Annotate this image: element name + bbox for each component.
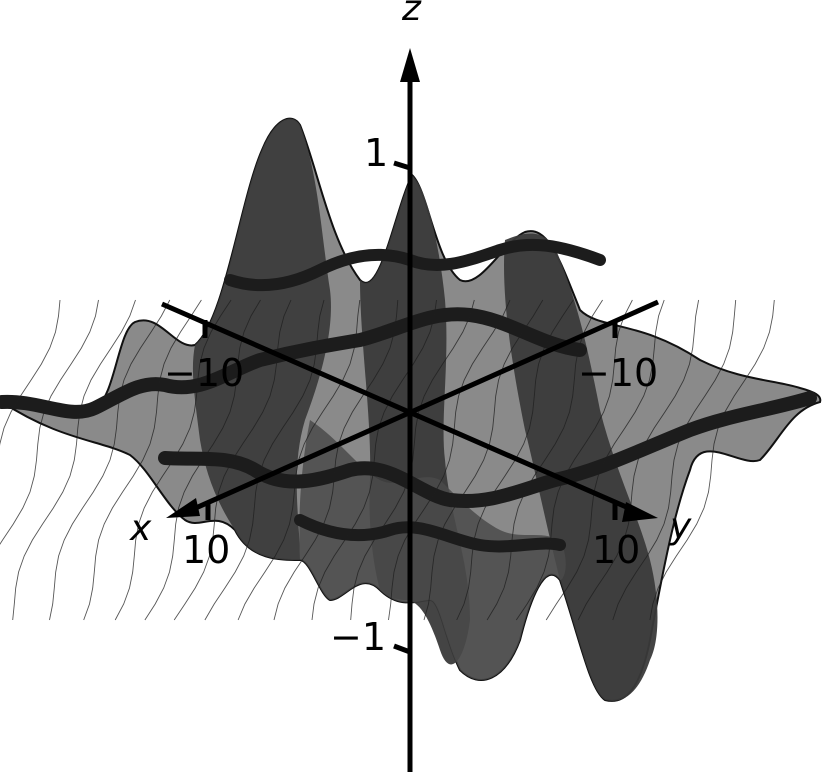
- mesh-line: [515, 299, 633, 621]
- x-axis-line: [178, 299, 660, 518]
- surface-ridge-band-4: [294, 514, 566, 553]
- z-axis-tick-1: [393, 160, 411, 171]
- mesh-line: [423, 299, 544, 621]
- back-y-tick-label: −10: [578, 351, 658, 395]
- axes: [160, 48, 660, 772]
- surface-fold-lower: [299, 420, 566, 680]
- mesh-line: [0, 299, 99, 545]
- x-axis-label: x: [129, 508, 152, 549]
- mesh-line: [649, 299, 775, 621]
- z-axis-tick-label-neg1: −1: [330, 615, 386, 659]
- z-axis-tick-label-1: 1: [364, 131, 388, 175]
- surface-fold-left: [192, 118, 331, 561]
- y-axis-arrowhead: [622, 502, 658, 522]
- x-axis-tick-label-10: 10: [182, 528, 230, 572]
- z-axis-arrowhead: [400, 48, 420, 82]
- mesh-line: [577, 299, 700, 621]
- mesh-line: [545, 299, 665, 621]
- mesh-line: [114, 299, 232, 621]
- mesh-line: [12, 299, 136, 621]
- mesh-line: [273, 299, 399, 621]
- back-x-tick-label: −10: [164, 351, 244, 395]
- mesh-line: [311, 299, 437, 621]
- y-axis-label: y: [669, 506, 692, 547]
- x-axis-arrowhead: [166, 498, 200, 518]
- mesh-line: [612, 299, 737, 621]
- mesh-line: [388, 299, 511, 621]
- z-axis-label: z: [401, 0, 422, 29]
- mesh-line: [204, 299, 325, 621]
- mesh-line: [49, 299, 171, 621]
- surface-mesh: [0, 299, 775, 621]
- y-axis-tick-label-10: 10: [592, 528, 640, 572]
- mesh-line: [83, 299, 202, 621]
- surface-ridge-band-2: [158, 391, 817, 508]
- z-axis-tick-neg1: [393, 643, 411, 655]
- mesh-line: [144, 299, 261, 621]
- mesh-line: [0, 299, 61, 447]
- mesh-line: [350, 299, 475, 621]
- mesh-line: [486, 299, 603, 621]
- y-axis-line: [160, 301, 642, 516]
